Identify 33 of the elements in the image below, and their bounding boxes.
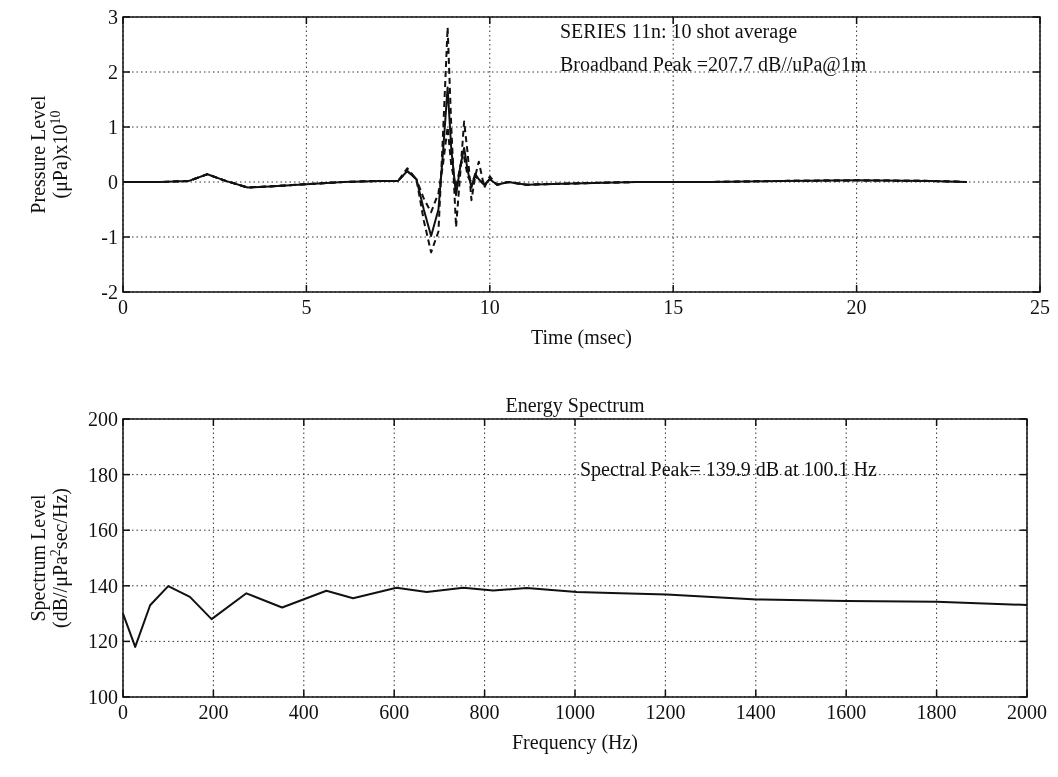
x-tick-label: 1600 (826, 701, 867, 723)
x-tick-label: 800 (469, 701, 500, 723)
x-tick-label: 1000 (555, 701, 595, 723)
y-tick-label: 2 (108, 61, 118, 83)
x-axis-title: Frequency (Hz) (511, 731, 639, 754)
x-tick-label: 2000 (1007, 701, 1047, 723)
y-tick-label: 3 (108, 6, 118, 28)
x-tick-label: 1400 (735, 701, 776, 723)
annotation: SERIES 11n: 10 shot average (560, 20, 798, 43)
chart-title: Energy Spectrum (505, 394, 645, 417)
y-tick-label: 1 (108, 116, 118, 138)
annotation: Spectral Peak= 139.9 dB at 100.1 Hz (580, 458, 877, 481)
y-tick-label: -2 (101, 281, 118, 303)
x-tick-label: 1200 (645, 701, 686, 723)
x-tick-label: 1800 (916, 701, 957, 723)
y-tick-label: 120 (88, 630, 118, 653)
x-tick-label: 10 (479, 296, 500, 318)
y-tick-label: 100 (88, 686, 118, 708)
y-tick-label: 180 (88, 463, 118, 486)
x-axis-title: Time (msec) (531, 326, 632, 349)
y-tick-label: 200 (88, 408, 118, 430)
y-tick-label: 140 (88, 574, 118, 597)
annotation: Broadband Peak =207.7 dB//uPa@1m (560, 53, 867, 76)
x-tick-label: 5 (301, 296, 312, 318)
y-tick-label: 160 (88, 519, 118, 542)
x-tick-label: 20 (846, 296, 867, 318)
x-tick-label: 200 (198, 701, 229, 723)
x-tick-label: 25 (1030, 296, 1050, 318)
x-tick-label: 600 (379, 701, 410, 723)
y-tick-label: -1 (101, 226, 118, 248)
x-tick-label: 15 (663, 296, 684, 318)
y-tick-label: 0 (108, 171, 118, 193)
x-tick-label: 400 (288, 701, 319, 723)
